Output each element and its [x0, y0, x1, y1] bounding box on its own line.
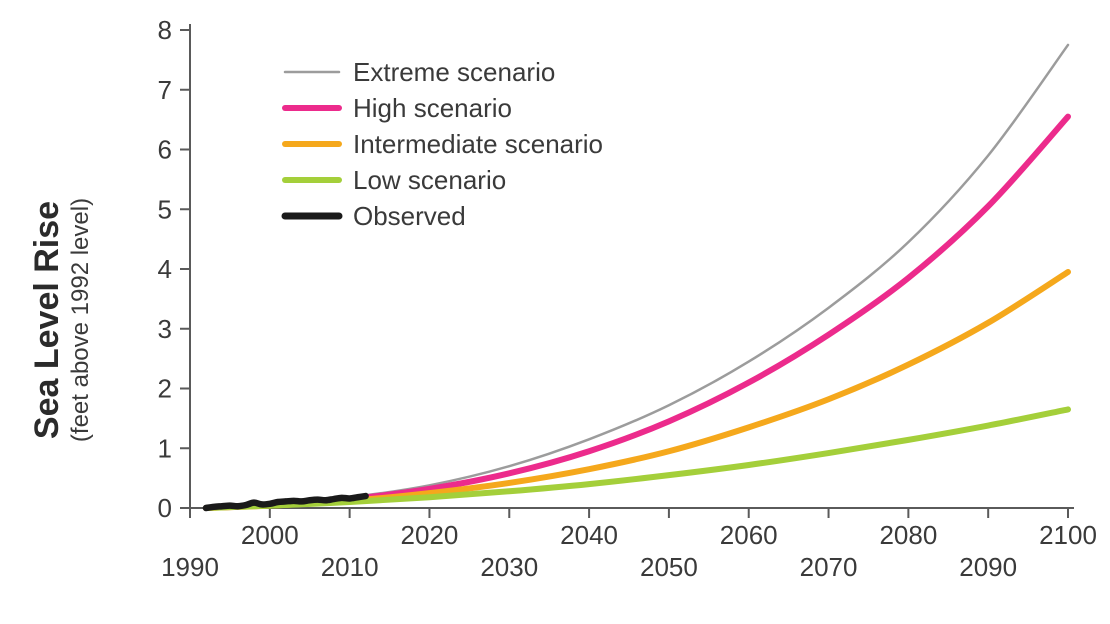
legend-label: Observed — [353, 201, 466, 231]
y-tick-label: 0 — [158, 493, 172, 523]
x-tick-label-lower: 1990 — [161, 552, 219, 582]
x-tick-label-upper: 2060 — [720, 520, 778, 550]
x-tick-label-lower: 2010 — [321, 552, 379, 582]
y-tick-label: 1 — [158, 433, 172, 463]
chart-svg: Sea Level Rise(feet above 1992 level) 0 1 2… — [0, 0, 1110, 624]
x-tick-label-upper: 2000 — [241, 520, 299, 550]
y-tick-label: 7 — [158, 75, 172, 105]
x-tick-label-lower: 2090 — [959, 552, 1017, 582]
legend-label: Low scenario — [353, 165, 506, 195]
x-tick-label-lower: 2070 — [800, 552, 858, 582]
x-tick-label-upper: 2080 — [879, 520, 937, 550]
legend-label: Intermediate scenario — [353, 129, 603, 159]
x-tick-label-upper: 2100 — [1039, 520, 1097, 550]
y-tick-label: 6 — [158, 135, 172, 165]
legend-label: High scenario — [353, 93, 512, 123]
x-tick-label-lower: 2030 — [480, 552, 538, 582]
y-axis-title: Sea Level Rise(feet above 1992 level) — [28, 198, 94, 442]
y-tick-label: 3 — [158, 314, 172, 344]
sea-level-rise-chart: Sea Level Rise(feet above 1992 level) 0 1 2… — [0, 0, 1110, 624]
y-tick-label: 4 — [158, 254, 172, 284]
y-tick-label: 5 — [158, 194, 172, 224]
x-tick-label-upper: 2020 — [401, 520, 459, 550]
legend-label: Extreme scenario — [353, 57, 555, 87]
x-tick-label-upper: 2040 — [560, 520, 618, 550]
y-tick-label: 2 — [158, 374, 172, 404]
y-tick-label: 8 — [158, 15, 172, 45]
x-tick-label-lower: 2050 — [640, 552, 698, 582]
